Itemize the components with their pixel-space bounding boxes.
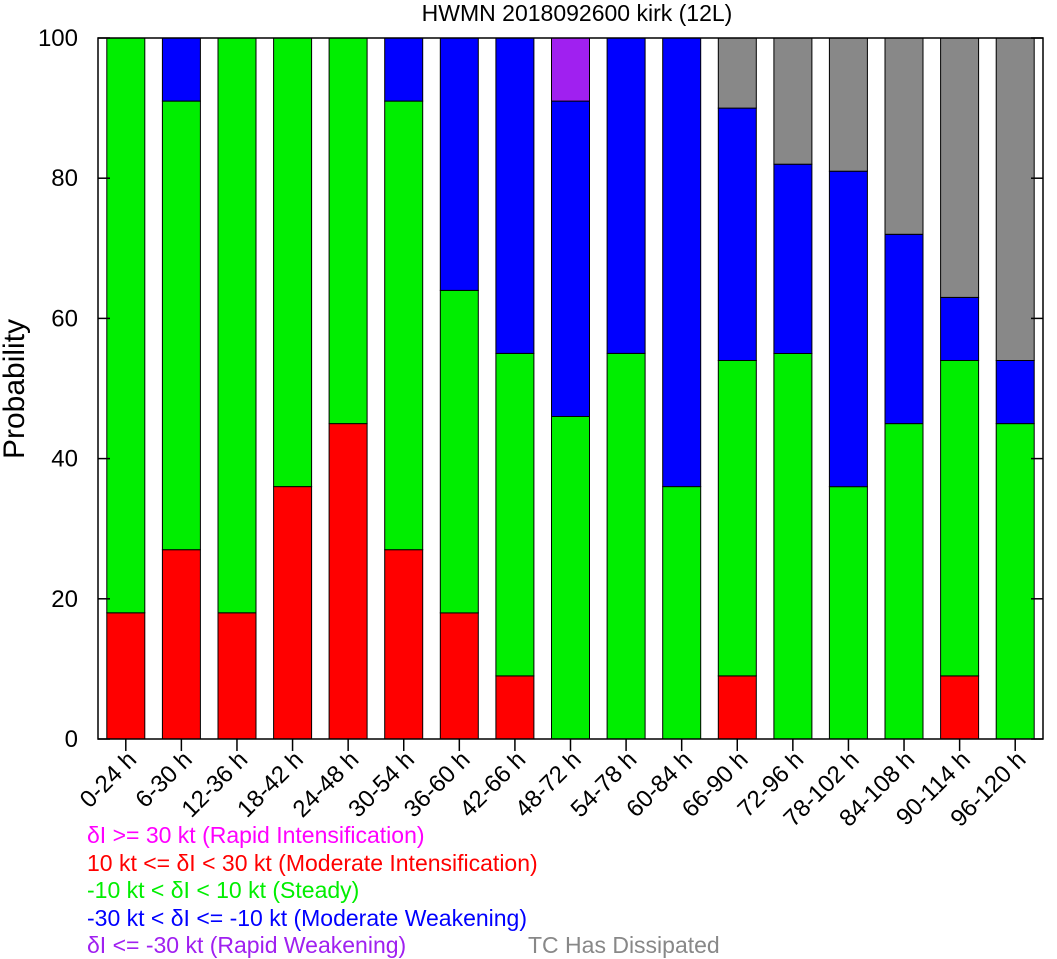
x-tick-labels: 0-24 h6-30 h12-36 h18-42 h24-48 h30-54 h… (75, 746, 1032, 832)
bar-segment-8-2 (551, 416, 590, 740)
legend-entry-5: TC Has Dissipated (528, 932, 720, 958)
y-tick-label: 100 (38, 25, 78, 52)
bar-segment-10-3 (662, 37, 702, 488)
bar-segment-6-1 (439, 612, 479, 740)
bar-segment-13-2 (828, 486, 868, 740)
bar-segment-15-1 (940, 675, 980, 740)
bar-segment-14-3 (884, 233, 924, 425)
bar-segment-9-2 (606, 352, 646, 740)
bar-segment-6-2 (439, 289, 479, 614)
bar-segment-11-2 (717, 360, 757, 677)
legend-entry-1: 10 kt <= δI < 30 kt (Moderate Intensific… (87, 850, 538, 876)
bar-segment-12-5 (773, 37, 813, 165)
legend-entry-0: δI >= 30 kt (Rapid Intensification) (87, 822, 425, 848)
bar-segment-13-3 (828, 170, 868, 488)
y-axis-label: Probability (0, 319, 31, 459)
legend-entry-3: -30 kt < δI <= -10 kt (Moderate Weakenin… (87, 905, 528, 931)
bar-segment-5-2 (384, 100, 424, 551)
bar-segment-5-1 (384, 549, 424, 740)
bar-segment-16-5 (995, 37, 1035, 361)
bar-segment-4-1 (328, 423, 368, 740)
bar-segment-8-3 (551, 100, 590, 417)
bar-segment-0-1 (106, 612, 146, 740)
y-tick-label: 60 (51, 305, 78, 332)
bar-segment-11-5 (717, 37, 757, 109)
y-tick-labels: 0 20 40 60 80 100 (38, 25, 78, 753)
y-tick-label: 80 (51, 165, 78, 192)
bar-segment-3-1 (273, 486, 313, 740)
bar-segment-13-5 (828, 37, 868, 172)
bar-segment-2-2 (217, 37, 257, 614)
x-tick-label: 0-24 h (75, 746, 142, 813)
bar-segment-14-2 (884, 423, 924, 740)
bar-segment-4-2 (328, 37, 368, 425)
bar-segment-8-4 (551, 37, 590, 102)
bar-segment-16-3 (995, 360, 1035, 425)
bar-segment-7-3 (495, 37, 535, 354)
bar-segment-15-2 (940, 360, 980, 677)
bar-segment-3-2 (273, 37, 313, 488)
bar-segment-15-3 (940, 296, 980, 361)
y-tick-label: 20 (51, 586, 78, 613)
bar-segment-10-2 (662, 486, 702, 740)
bar-segment-12-3 (773, 163, 813, 354)
bar-segment-6-3 (439, 37, 479, 291)
bar-segment-7-1 (495, 675, 535, 740)
bar-group (106, 37, 1035, 740)
bar-segment-15-5 (940, 37, 980, 298)
axes (97, 37, 1044, 751)
y-tick-label: 40 (51, 446, 78, 473)
bar-segment-5-3 (384, 37, 424, 102)
bar-segment-11-3 (717, 107, 757, 361)
bar-segment-11-1 (717, 675, 757, 740)
bar-segment-1-3 (161, 37, 201, 102)
bar-segment-0-2 (106, 37, 146, 614)
bar-segment-2-1 (217, 612, 257, 740)
chart-title: HWMN 2018092600 kirk (12L) (422, 0, 733, 26)
bar-segment-9-3 (606, 37, 646, 354)
bar-segment-1-2 (161, 100, 201, 551)
legend-entry-2: -10 kt < δI < 10 kt (Steady) (87, 877, 360, 903)
bar-segment-1-1 (161, 549, 201, 740)
bar-segment-16-2 (995, 423, 1035, 740)
y-tick-label: 0 (65, 726, 78, 753)
legend-entry-4: δI <= -30 kt (Rapid Weakening) (87, 932, 407, 958)
bar-segment-12-2 (773, 352, 813, 740)
bar-segment-7-2 (495, 352, 535, 677)
bar-segment-14-5 (884, 37, 924, 235)
